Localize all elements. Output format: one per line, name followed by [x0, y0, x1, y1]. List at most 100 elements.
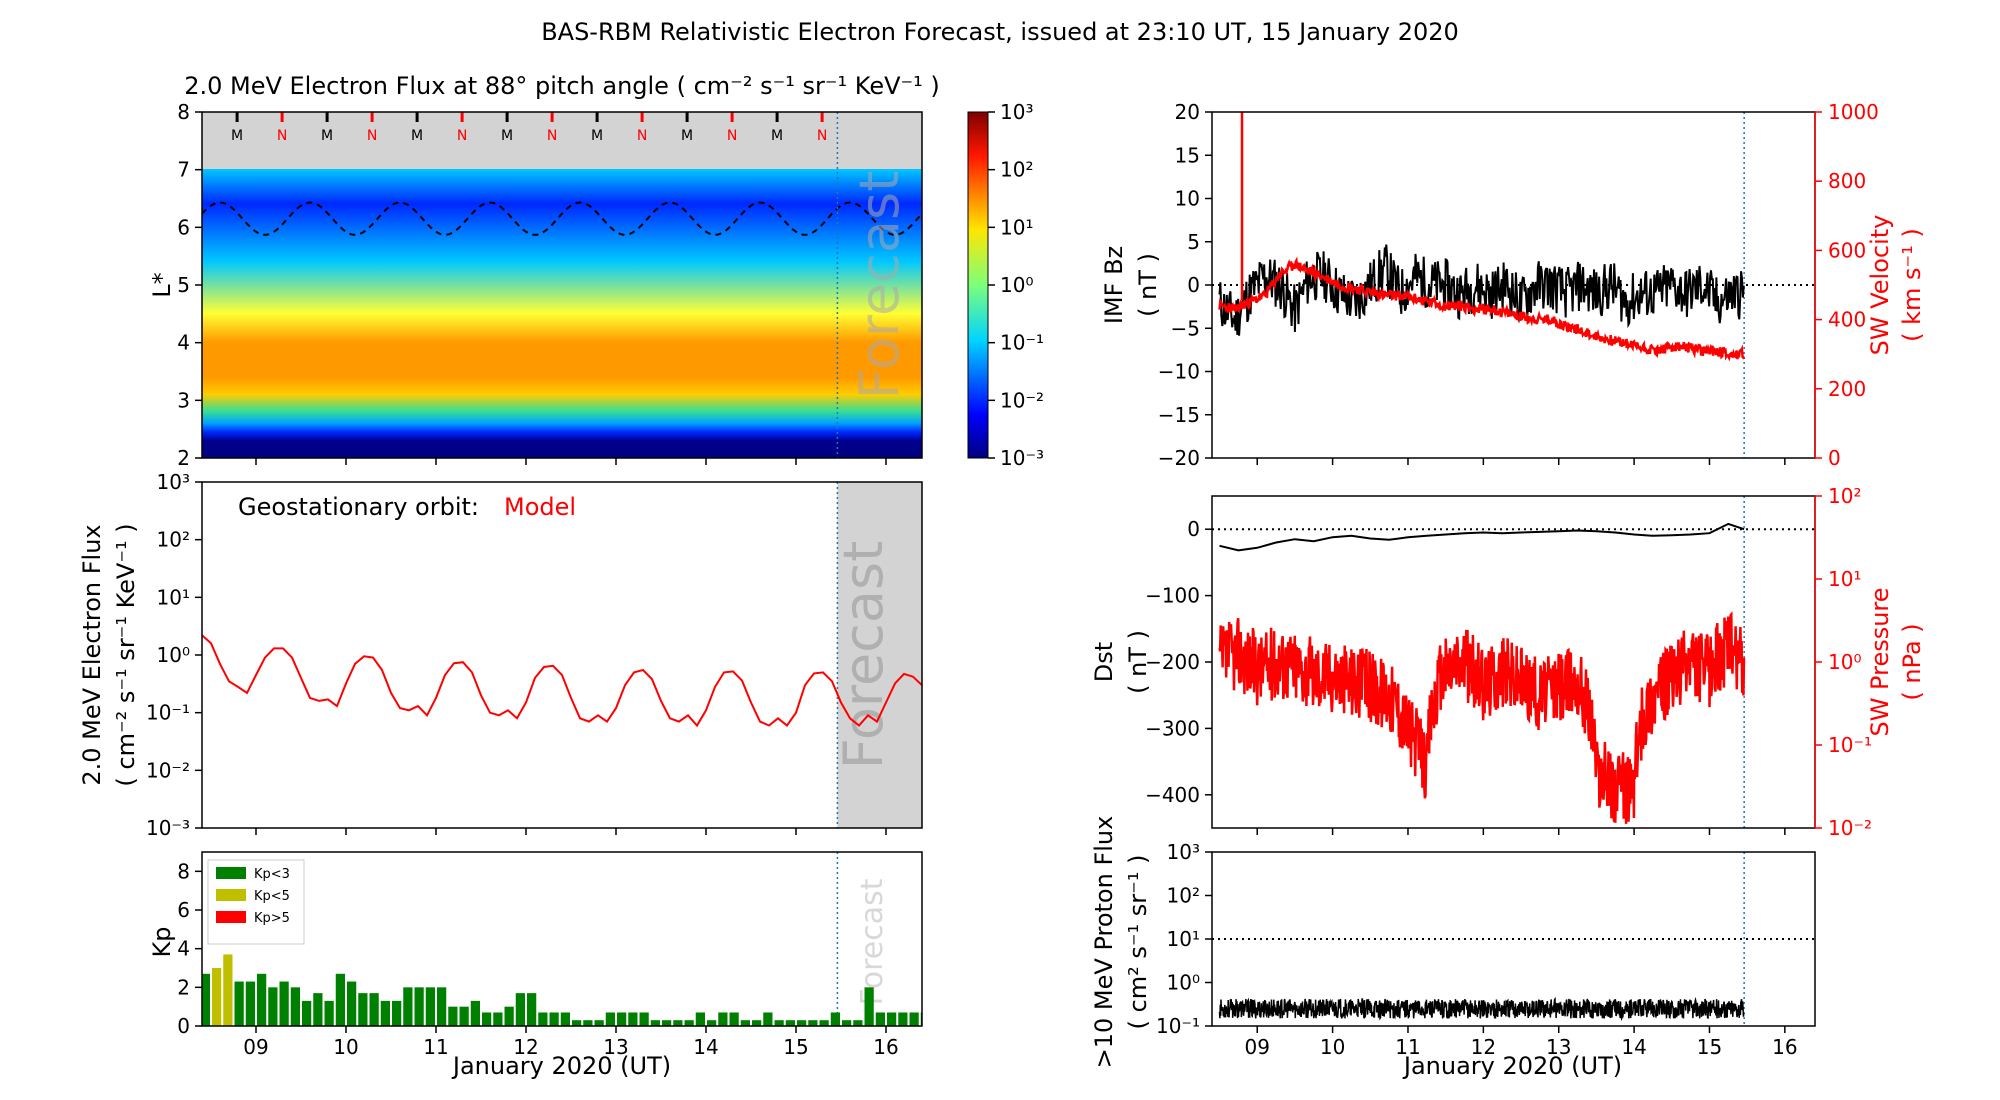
kp-bar [403, 987, 413, 1026]
geo-y-tick-label: 10² [157, 528, 190, 552]
geo-forecast-label: Forecast [832, 541, 895, 770]
imf-y-tick-label: 20 [1175, 100, 1200, 124]
imf-y-tick-label: −10 [1158, 360, 1200, 384]
kp-bar [650, 1020, 660, 1026]
kp-bar [223, 954, 233, 1026]
kp-legend-swatch-0 [216, 867, 246, 879]
proton-panel: 10⁻¹ 10⁰ 10¹ 10² 10³ 09 10 11 12 13 14 15 16 >10 Me… [1090, 816, 1816, 1080]
geo-y-tick-label: 10⁻³ [146, 816, 190, 840]
heatmap-y-axis: 2 3 4 5 6 7 8 [177, 100, 202, 470]
heatmap-forecast-label: Forecast [848, 171, 911, 400]
kp-bar [560, 1012, 570, 1026]
kp-bar [785, 1020, 795, 1026]
imf-bz-line [1218, 244, 1745, 336]
proton-x-tick-label: 14 [1621, 1035, 1646, 1059]
geo-y-tick-label: 10³ [157, 470, 190, 494]
sw-velocity-units: ( km s⁻¹ ) [1898, 228, 1926, 342]
colorbar-tick-label: 10⁻¹ [1000, 331, 1044, 355]
proton-y-tick-label: 10³ [1167, 840, 1200, 864]
kp-bar [202, 973, 210, 1026]
sw-velocity-tick-label: 400 [1828, 308, 1866, 332]
sw-pressure-units: ( nPa ) [1898, 623, 1926, 700]
kp-bar [695, 1012, 705, 1026]
dst-y-axis: −400 −300 −200 −100 0 [1145, 517, 1212, 807]
geo-annotation-model: Model [504, 493, 576, 521]
mlt-marker-label: N [277, 128, 287, 144]
kp-y-tick-label: 6 [177, 898, 190, 922]
kp-bar [875, 1012, 885, 1026]
sw-velocity-tick-label: 1000 [1828, 100, 1879, 124]
kp-legend-label-2: Kp>5 [254, 911, 290, 926]
kp-x-tick-label: 14 [693, 1035, 718, 1059]
kp-bar [234, 981, 244, 1026]
kp-y-tick-label: 4 [177, 937, 190, 961]
heatmap-y-tick-label: 2 [177, 446, 190, 470]
kp-bar [425, 987, 435, 1026]
proton-ylabel: >10 MeV Proton Flux [1090, 816, 1118, 1069]
sw-velocity-tick-label: 0 [1828, 446, 1841, 470]
kp-ylabel: Kp [148, 927, 176, 958]
kp-y-tick-label: 8 [177, 859, 190, 883]
geo-orbit-lstar-line [201, 201, 923, 236]
dst-line [1219, 522, 1745, 552]
kp-bar [459, 1006, 469, 1026]
heatmap-title: 2.0 MeV Electron Flux at 88° pitch angle… [184, 72, 940, 100]
geo-forecast-shade [837, 482, 922, 828]
figure-title: BAS-RBM Relativistic Electron Forecast, … [541, 18, 1459, 46]
kp-bar [245, 981, 255, 1026]
mlt-marker-label: M [681, 128, 693, 144]
geo-frame [201, 481, 923, 829]
proton-y-tick-label: 10⁻¹ [1156, 1014, 1200, 1038]
kp-bar [639, 1012, 649, 1026]
kp-frame [201, 851, 923, 1027]
proton-y-tick-label: 10² [1167, 884, 1200, 908]
kp-bar [684, 1020, 694, 1026]
imf-x-ticks [1256, 458, 1786, 465]
kp-bar [752, 1020, 762, 1026]
kp-bar [909, 1012, 919, 1026]
kp-bar [887, 1012, 897, 1026]
imf-ylabel-units: ( nT ) [1134, 253, 1162, 317]
kp-bar [673, 1020, 683, 1026]
sw-pressure-axis: 10⁻² 10⁻¹ 10⁰ 10¹ 10² [1815, 484, 1872, 840]
kp-x-tick-label: 11 [423, 1035, 448, 1059]
geo-ylabel-units: ( cm⁻² s⁻¹ sr⁻¹ KeV⁻¹ ) [112, 523, 140, 786]
mlt-marker-label: M [501, 128, 513, 144]
kp-bar [797, 1020, 807, 1026]
sw-velocity-line [1218, 256, 1746, 362]
kp-forecast-label: Forecast [855, 878, 890, 1005]
kp-bar [504, 1006, 514, 1026]
kp-bar [527, 993, 537, 1026]
kp-panel: Forecast Kp<3 Kp<5 Kp>5 0 2 4 6 8 09 10 11 12 13… [148, 851, 923, 1080]
imf-panel: −20 −15 −10 −5 0 5 10 15 20 0 200 400 600 800 1000 IM… [1100, 100, 1926, 470]
kp-bar [493, 1012, 503, 1026]
imf-y-tick-label: −15 [1158, 403, 1200, 427]
mlt-marker-label: N [817, 128, 827, 144]
kp-bar [515, 993, 525, 1026]
kp-legend: Kp<3 Kp<5 Kp>5 [207, 859, 305, 945]
mlt-marker-label: M [771, 128, 783, 144]
geo-y-axis: 10⁻³ 10⁻² 10⁻¹ 10⁰ 10¹ 10² 10³ [146, 470, 202, 840]
kp-bar [774, 1020, 784, 1026]
kp-y-tick-label: 0 [177, 1014, 190, 1038]
kp-bar [358, 993, 368, 1026]
kp-bar [763, 1012, 773, 1026]
mlt-marker-label: M [321, 128, 333, 144]
kp-bar [437, 987, 447, 1026]
kp-bar [583, 1020, 593, 1026]
heatmap-y-tick-label: 4 [177, 331, 190, 355]
proton-x-tick-label: 15 [1697, 1035, 1722, 1059]
kp-bar [290, 987, 300, 1026]
kp-bar [347, 981, 357, 1026]
geo-annotation: Geostationary orbit: [238, 493, 479, 521]
kp-bar [864, 987, 874, 1026]
geo-y-tick-label: 10¹ [157, 585, 190, 609]
geo-flux-model-line [201, 634, 923, 728]
colorbar-ticks: 10⁻³ 10⁻² 10⁻¹ 10⁰ 10¹ 10² 10³ [988, 100, 1044, 470]
sw-pressure-label: SW Pressure [1866, 587, 1894, 736]
kp-bar [628, 1012, 638, 1026]
dst-y-tick-label: 0 [1187, 517, 1200, 541]
proton-x-tick-label: 12 [1471, 1035, 1496, 1059]
imf-y-tick-label: 0 [1187, 273, 1200, 297]
